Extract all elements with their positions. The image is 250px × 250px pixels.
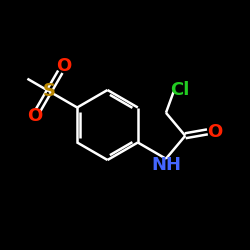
Text: S: S: [42, 82, 56, 100]
Text: Cl: Cl: [170, 82, 190, 100]
Text: O: O: [56, 57, 71, 75]
Text: O: O: [207, 123, 222, 141]
Text: NH: NH: [151, 156, 181, 174]
Text: O: O: [27, 107, 42, 125]
